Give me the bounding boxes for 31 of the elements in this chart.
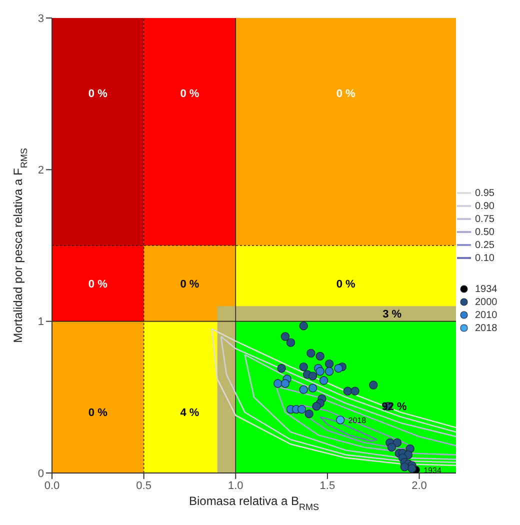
x-tick-label: 1.5 [320, 480, 336, 492]
y-tick-label: 0 [38, 468, 44, 480]
annotation: 0 % [88, 278, 108, 290]
legend-label: 0.90 [475, 200, 494, 212]
legend-label: 1934 [475, 284, 498, 294]
annotation: 0 % [180, 88, 200, 100]
annotation: 0 % [88, 88, 108, 100]
annotation: 4 % [180, 407, 200, 420]
legend-label: 2010 [475, 310, 498, 320]
x-tick-label: 2.0 [412, 480, 427, 492]
legend-label: 0.10 [475, 252, 494, 264]
x-tick-label: 1.0 [228, 480, 244, 492]
annotation: 0 % [88, 407, 108, 420]
y-tick-label: 2 [38, 164, 44, 177]
x-tick-label: 0.5 [136, 480, 152, 492]
annotation: 2018 [348, 416, 367, 425]
annotation: 1934 [424, 466, 442, 475]
legend-label: 0.50 [475, 226, 494, 238]
annotation: 0 % [336, 278, 356, 290]
y-tick-label: 3 [38, 12, 44, 25]
x-tick-label: 0.0 [44, 480, 60, 492]
x-axis-title: Biomasa relativa a B$_{RMS}$ [188, 494, 320, 512]
legend-label: 2018 [475, 322, 498, 334]
legend-label: 0.25 [475, 240, 494, 250]
y-tick-label: 1 [38, 316, 44, 328]
annotation: 0 % [336, 88, 356, 100]
legend-label: 0.75 [475, 214, 494, 224]
annotation: 0 % [180, 278, 200, 290]
legend-label: 0.95 [475, 188, 494, 198]
annotation: 3 % [382, 308, 402, 321]
legend-label: 2000 [475, 296, 498, 308]
